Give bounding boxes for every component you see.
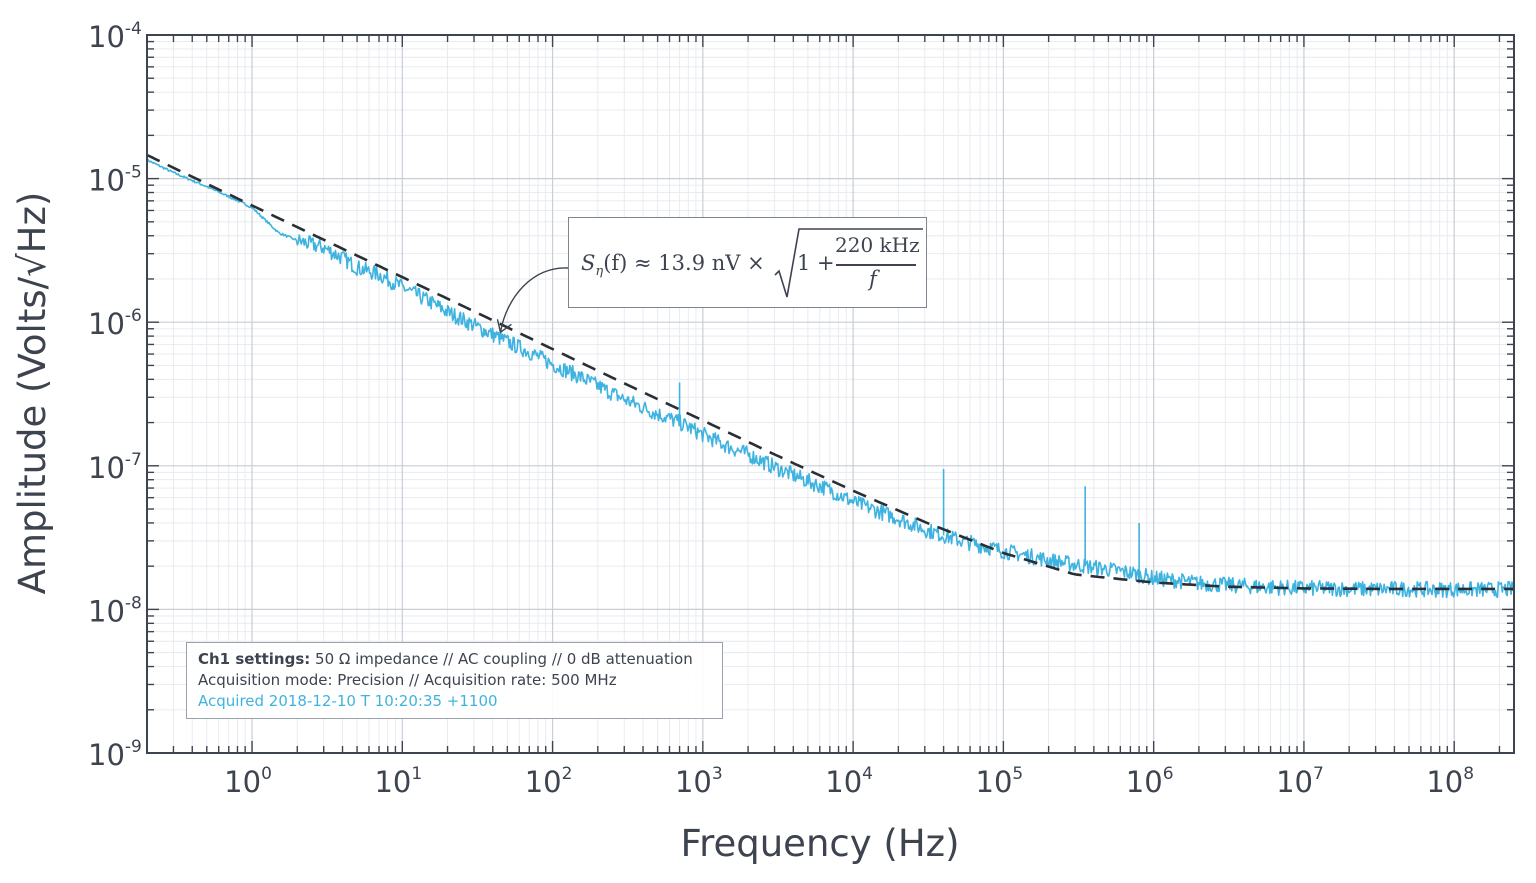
- x-tick-base: 10: [374, 765, 411, 799]
- formula-numerator: 220 kHz: [835, 233, 920, 257]
- x-tick-base: 10: [976, 765, 1013, 799]
- formula-s: S: [581, 251, 596, 275]
- y-tick-exponent: -9: [125, 737, 142, 757]
- x-axis-title: Frequency (Hz): [680, 822, 959, 865]
- y-tick-label: 10-7: [88, 450, 142, 485]
- y-tick-base: 10: [88, 738, 125, 772]
- y-tick-exponent: -6: [125, 306, 142, 326]
- series-layer: [146, 153, 1515, 599]
- y-tick-label: 10-9: [88, 737, 142, 772]
- y-tick-base: 10: [88, 20, 125, 54]
- x-tick-exponent: 4: [862, 764, 873, 784]
- x-tick-base: 10: [1126, 765, 1163, 799]
- x-tick-exponent: 7: [1313, 764, 1324, 784]
- x-tick-exponent: 0: [261, 764, 272, 784]
- x-tick-exponent: 3: [712, 764, 723, 784]
- formula-one-plus: 1 +: [797, 251, 835, 275]
- y-tick-exponent: -4: [125, 19, 142, 39]
- x-tick-label: 106: [1126, 764, 1174, 799]
- x-tick-base: 10: [1276, 765, 1313, 799]
- x-tick-label: 108: [1426, 764, 1474, 799]
- x-tick-base: 10: [675, 765, 712, 799]
- annotation-arrow: [496, 267, 569, 334]
- settings-values: 50 Ω impedance // AC coupling // 0 dB at…: [310, 650, 693, 668]
- x-tick-base: 10: [1426, 765, 1463, 799]
- settings-line-1: Ch1 settings: 50 Ω impedance // AC coupl…: [198, 649, 722, 670]
- channel-settings-box: Ch1 settings: 50 Ω impedance // AC coupl…: [186, 642, 723, 719]
- y-tick-base: 10: [88, 594, 125, 628]
- y-tick-exponent: -5: [125, 163, 142, 183]
- formula-denominator: f: [869, 267, 877, 291]
- y-tick-exponent: -8: [125, 593, 142, 613]
- x-tick-exponent: 2: [562, 764, 573, 784]
- x-tick-label: 102: [525, 764, 573, 799]
- x-tick-base: 10: [224, 765, 261, 799]
- formula-annotation-box: Sη(f) ≈ 13.9 nV × 1 + 220 kHz f: [568, 217, 927, 308]
- x-tick-label: 103: [675, 764, 723, 799]
- x-tick-base: 10: [525, 765, 562, 799]
- settings-line-2: Acquisition mode: Precision // Acquisiti…: [198, 671, 617, 689]
- y-tick-base: 10: [88, 307, 125, 341]
- x-tick-exponent: 6: [1163, 764, 1174, 784]
- x-tick-exponent: 8: [1463, 764, 1474, 784]
- y-tick-label: 10-6: [88, 306, 142, 341]
- fraction-bar: [836, 264, 916, 266]
- y-axis-title: Amplitude (Volts/√Hz): [11, 192, 54, 595]
- x-tick-base: 10: [825, 765, 862, 799]
- formula-lhs-suffix: (f) ≈ 13.9 nV ×: [603, 251, 765, 275]
- y-tick-label: 10-5: [88, 163, 142, 198]
- x-tick-label: 105: [976, 764, 1024, 799]
- x-tick-exponent: 1: [411, 764, 422, 784]
- y-tick-base: 10: [88, 451, 125, 485]
- formula-lhs: Sη(f) ≈ 13.9 nV ×: [581, 251, 765, 279]
- x-tick-label: 107: [1276, 764, 1324, 799]
- y-tick-exponent: -7: [125, 450, 142, 470]
- sqrt-sign: [774, 228, 923, 298]
- y-tick-labels: 10-910-810-710-610-510-4: [88, 19, 142, 772]
- y-tick-label: 10-8: [88, 593, 142, 628]
- formula-subscript: η: [595, 264, 604, 280]
- x-tick-label: 100: [224, 764, 272, 799]
- x-tick-exponent: 5: [1012, 764, 1023, 784]
- x-tick-label: 101: [374, 764, 422, 799]
- annotation-arrow-head: [496, 319, 512, 334]
- x-tick-label: 104: [825, 764, 873, 799]
- acquired-timestamp: Acquired 2018-12-10 T 10:20:35 +1100: [198, 692, 498, 710]
- y-tick-base: 10: [88, 164, 125, 198]
- y-tick-label: 10-4: [88, 19, 142, 54]
- x-tick-labels: 100 101 102 103 104 105 106 107 108: [224, 764, 1474, 799]
- annotation-arrow-line: [499, 267, 569, 333]
- settings-heading: Ch1 settings:: [198, 650, 311, 668]
- minor-gridlines: [146, 35, 1514, 753]
- axis-ticks: [146, 34, 1514, 754]
- fitted-model-dashed-line: [146, 153, 1514, 591]
